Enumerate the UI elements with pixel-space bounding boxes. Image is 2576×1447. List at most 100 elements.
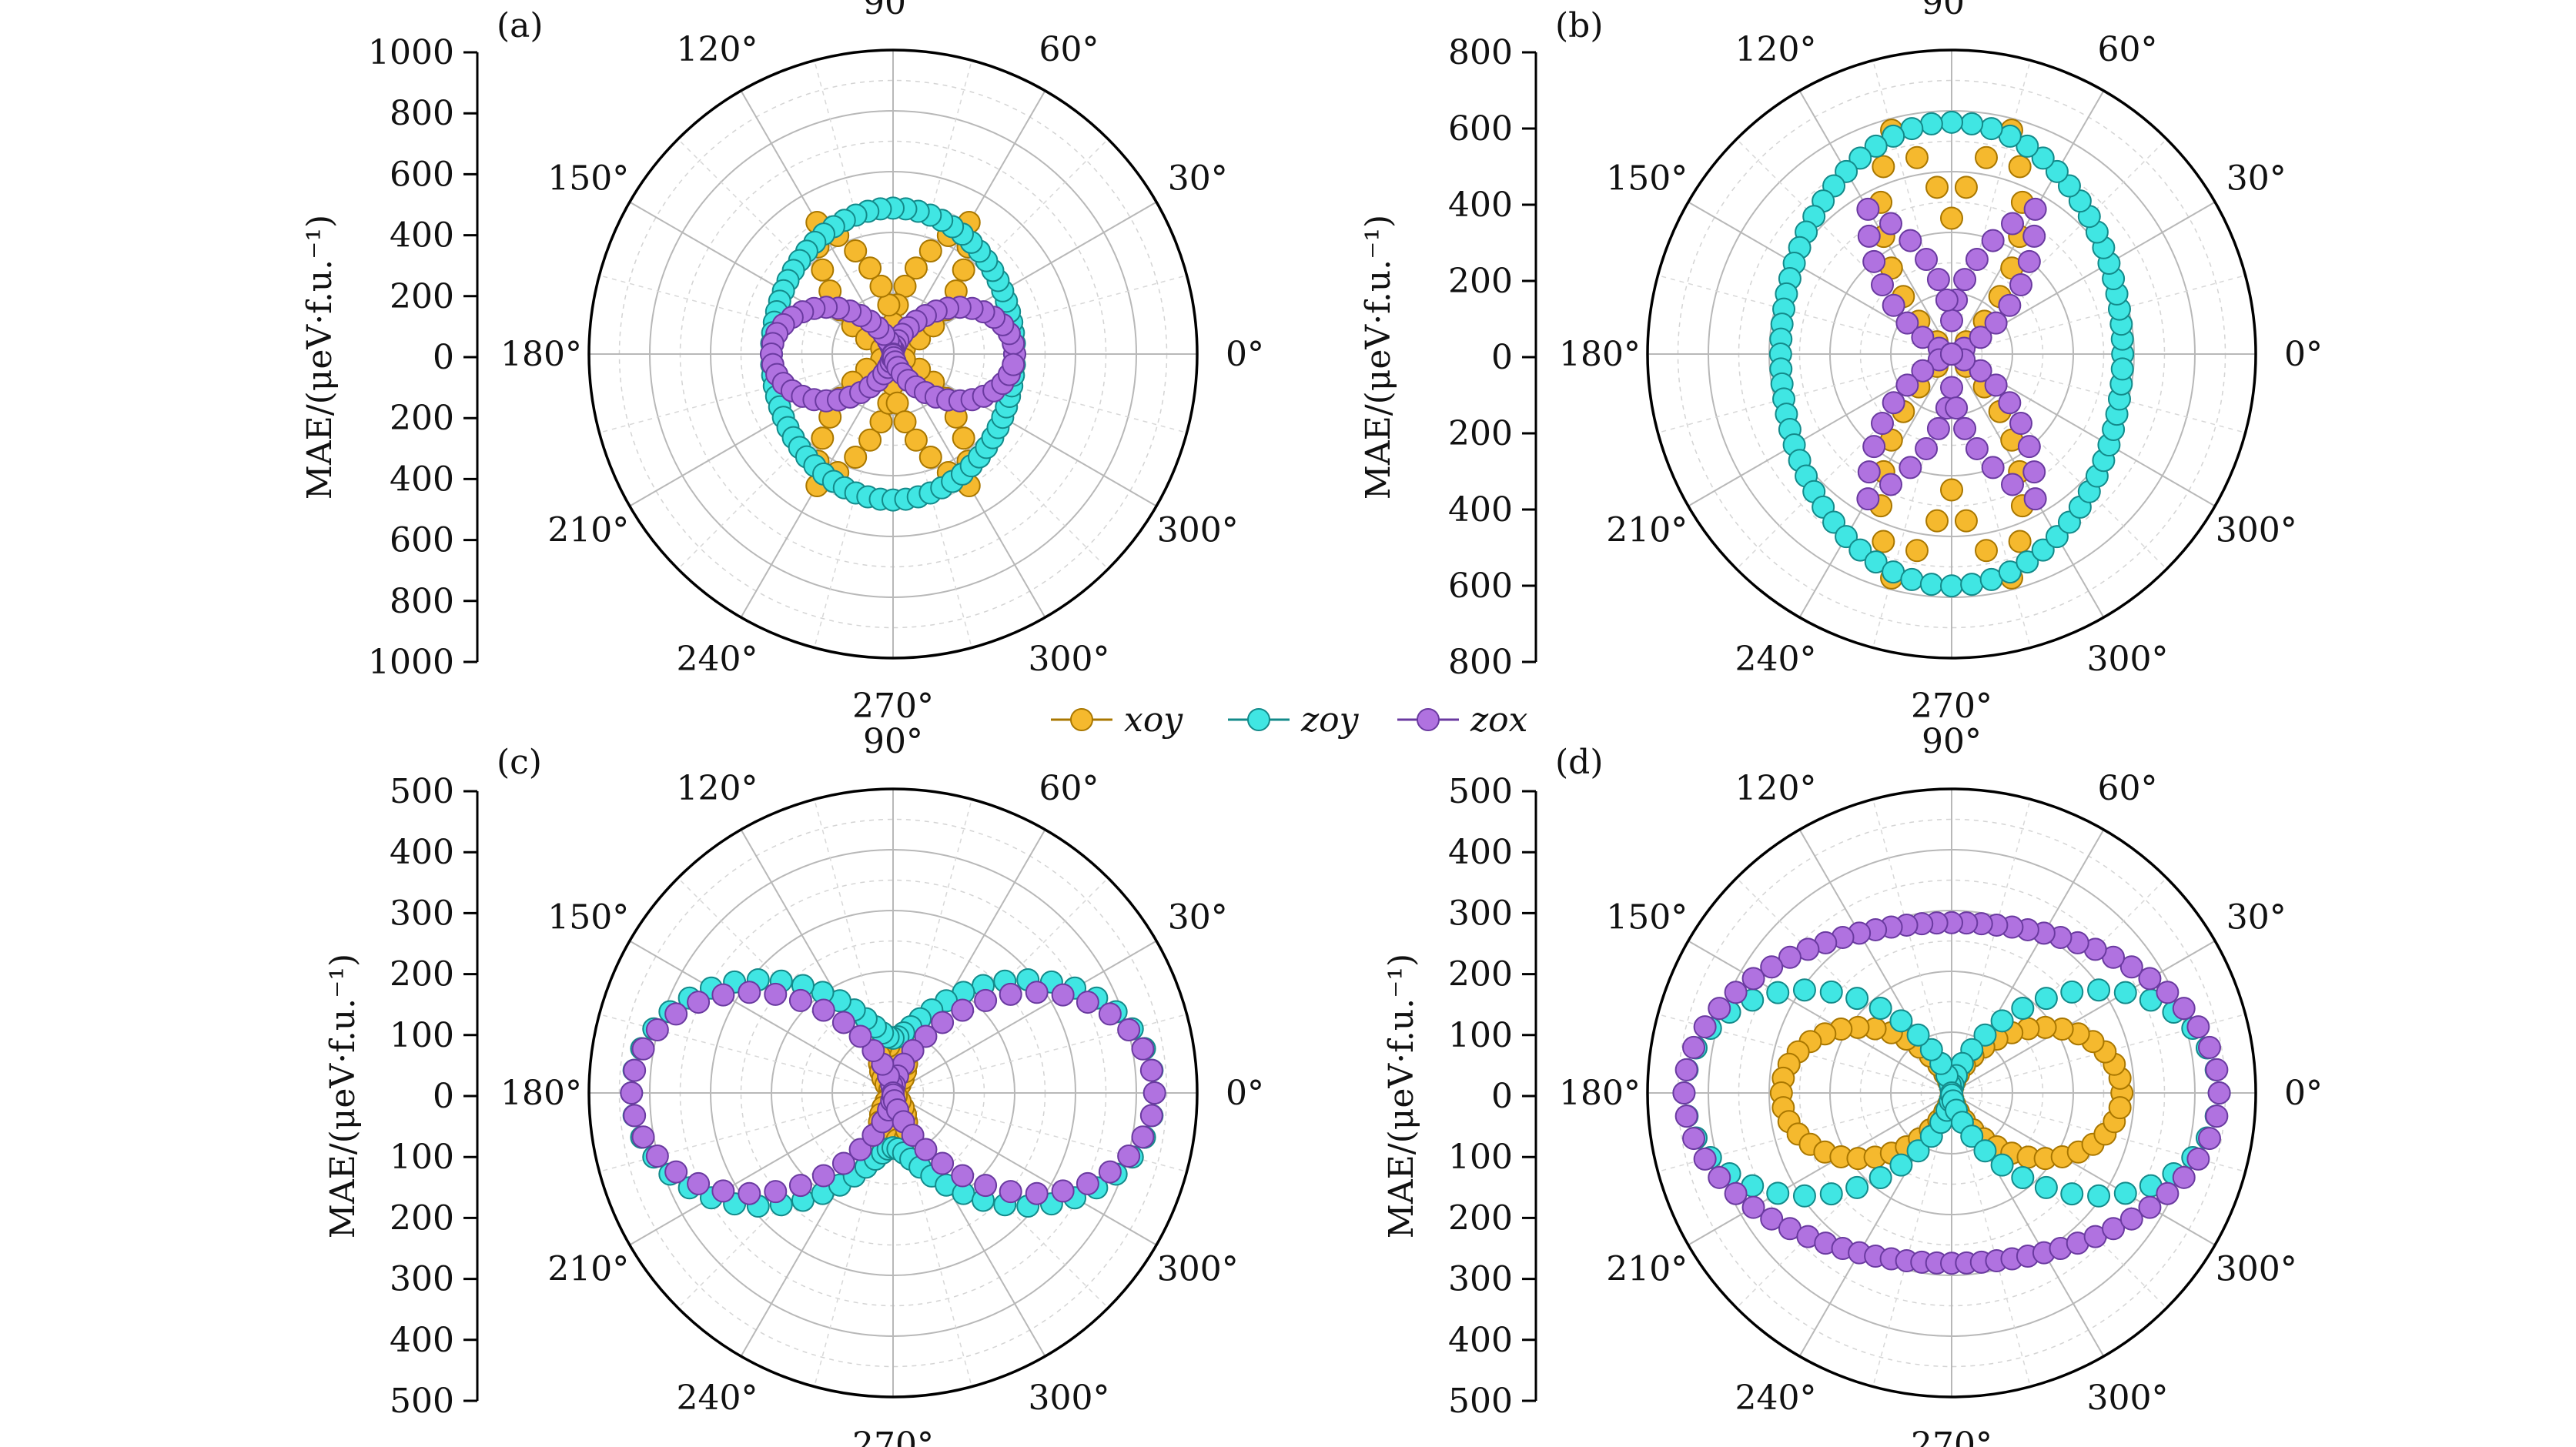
data-point-zox: [1674, 1104, 1698, 1128]
data-point-zoy: [1900, 567, 1924, 591]
data-point-zox: [999, 1180, 1022, 1204]
data-point-zox: [974, 1174, 998, 1198]
data-point-zox: [1911, 326, 1935, 349]
data-point-zox: [645, 1018, 669, 1041]
data-point-xoy: [869, 274, 893, 298]
data-point-zox: [2102, 1217, 2126, 1241]
data-point-zox: [1998, 391, 2022, 415]
data-point-zoy: [1819, 1182, 1843, 1206]
angle-label: 150°: [1606, 898, 1688, 937]
data-point-zox: [2022, 224, 2046, 248]
data-point-zoy: [1766, 981, 1790, 1004]
data-point-zox: [2017, 435, 2041, 459]
data-point-zoy: [2031, 146, 2055, 170]
data-point-zox: [1051, 983, 1075, 1007]
y-tick-label: 100: [390, 1016, 454, 1055]
data-point-zox: [914, 1024, 938, 1048]
angle-label: 210°: [1606, 511, 1688, 550]
data-point-zoy: [1848, 146, 1872, 170]
y-tick-label: 300: [390, 1260, 454, 1299]
data-point-zox: [1778, 945, 1802, 969]
angle-label: 270°: [1911, 687, 1992, 726]
grid-spoke: [1951, 940, 2216, 1094]
polar-panel-d: 0° 30° 60° 90° 120° 150° 180° 210° 240° 270° 300° 3…: [1382, 722, 2323, 1447]
y-tick-label: 300: [1448, 894, 1513, 933]
data-point-zox: [951, 998, 975, 1022]
y-tick-label: 600: [1448, 109, 1513, 149]
legend: xoy zoy zox: [1051, 700, 1528, 740]
y-tick-label: 0: [433, 338, 454, 377]
grid-spoke: [1688, 940, 1952, 1094]
data-point-zox: [974, 988, 998, 1012]
y-tick-label: 200: [390, 955, 454, 994]
y-tick-label: 200: [390, 1198, 454, 1238]
data-point-zoy: [1864, 134, 1888, 158]
series-zoy: [1768, 110, 2135, 598]
y-tick-label: 100: [390, 1138, 454, 1177]
grid-spoke: [1658, 353, 1952, 433]
data-point-zox: [1911, 359, 1935, 383]
data-point-zox: [1117, 1145, 1141, 1168]
y-axis-title: MAE/(μeV·f.u.⁻¹): [300, 215, 340, 500]
data-point-zoy: [2113, 1181, 2137, 1205]
data-point-zoy: [1960, 573, 1984, 597]
angle-label: 60°: [2098, 769, 2158, 808]
data-point-zox: [1981, 456, 2005, 480]
data-point-zoy: [1960, 1125, 1984, 1148]
y-tick-label: 500: [1448, 1382, 1513, 1421]
data-point-zox: [2009, 412, 2033, 436]
data-point-zox: [631, 1125, 655, 1149]
data-point-zox: [1882, 391, 1905, 415]
data-point-xoy: [952, 258, 975, 282]
data-point-zox: [1915, 248, 1939, 272]
data-point-zoy: [1919, 573, 1943, 597]
y-tick-label: 300: [1448, 1260, 1513, 1299]
data-point-zox: [1098, 1160, 1122, 1184]
data-point-xoy: [904, 428, 928, 452]
grid-spoke: [1798, 353, 1952, 618]
data-point-zoy: [2087, 1184, 2111, 1208]
angle-label: 300°: [1157, 1250, 1239, 1289]
y-tick-label: 500: [1448, 772, 1513, 811]
y-tick-label: 400: [390, 1321, 454, 1360]
data-point-zoy: [1868, 996, 1892, 1020]
data-point-zox: [664, 1160, 688, 1184]
data-point-zox: [1953, 416, 1977, 440]
data-point-zox: [1856, 197, 1880, 221]
data-point-zox: [1025, 981, 1049, 1004]
y-tick-label: 400: [1448, 490, 1513, 530]
panel-label: (b): [1555, 6, 1604, 45]
angle-label: 0°: [1226, 335, 1264, 374]
y-tick-label: 200: [1448, 955, 1513, 994]
data-point-zox: [1098, 1002, 1122, 1026]
y-tick-label: 800: [390, 94, 454, 133]
data-point-zox: [1926, 268, 1950, 292]
data-point-zox: [1682, 1127, 1706, 1151]
data-point-zox: [1940, 376, 1963, 399]
data-point-zox: [2156, 981, 2180, 1004]
data-point-xoy: [2008, 155, 2032, 179]
data-point-zox: [2186, 1015, 2210, 1039]
data-point-zox: [1760, 1207, 1784, 1231]
data-point-zox: [620, 1081, 644, 1104]
data-point-xoy: [893, 410, 917, 434]
data-point-zox: [1724, 981, 1748, 1004]
y-tick-label: 800: [390, 582, 454, 621]
data-point-xoy: [952, 426, 975, 450]
legend-label-xoy: xoy: [1124, 700, 1183, 740]
data-point-zox: [631, 1037, 655, 1061]
angle-label: 210°: [1606, 1250, 1688, 1289]
data-point-zox: [1926, 416, 1950, 440]
data-point-zox: [1862, 249, 1886, 273]
legend-marker-zoy: [1247, 708, 1270, 731]
data-point-zoy: [1906, 1023, 1930, 1047]
legend-item-zox: zox: [1397, 700, 1528, 740]
y-tick-label: 1000: [368, 33, 454, 72]
data-point-xoy: [1975, 145, 1999, 169]
legend-label-zox: zox: [1470, 700, 1528, 740]
angle-label: 210°: [547, 1250, 629, 1289]
polar-panel-b: 0° 30° 60° 90° 120° 150° 180° 210° 240° 270° 300° 3…: [1359, 0, 2323, 726]
grid-spoke: [599, 353, 894, 433]
data-point-zox: [901, 1123, 925, 1147]
